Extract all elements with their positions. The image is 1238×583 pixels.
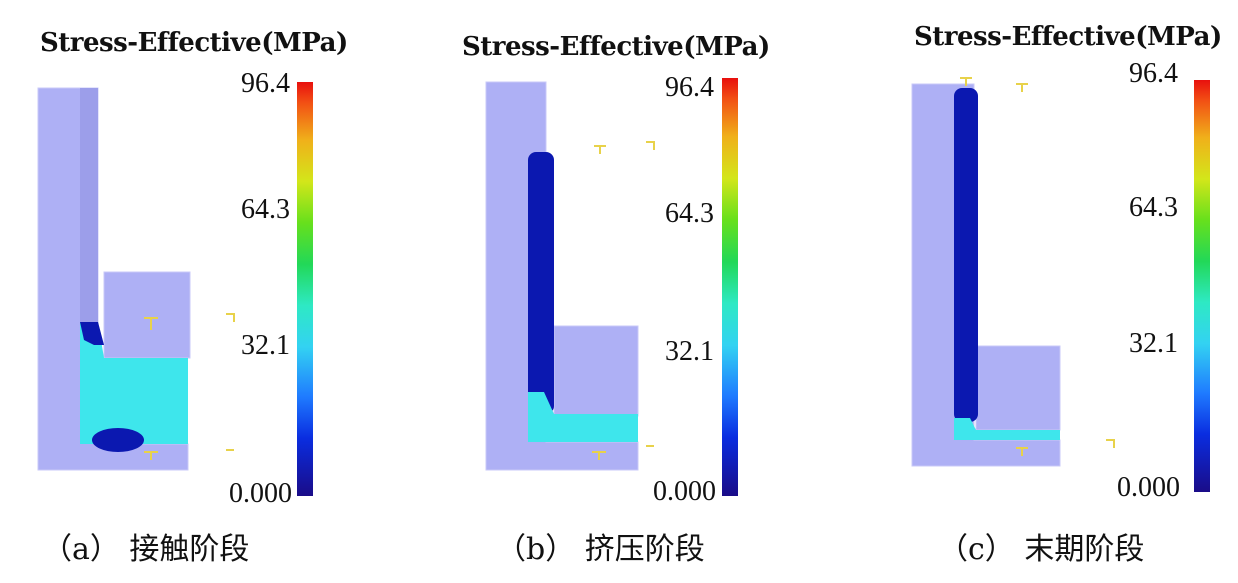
panel-b-stress-region bbox=[528, 392, 638, 442]
panel-b-max-label: 96.4 bbox=[665, 72, 714, 103]
panel-a-title: Stress-Effective(MPa) bbox=[40, 28, 348, 58]
panel-a-low-stress-corner bbox=[80, 322, 104, 345]
panel-a-mark-3 bbox=[226, 313, 235, 322]
panel-a-stress-region bbox=[80, 322, 188, 444]
panel-c-colorbar bbox=[1194, 80, 1210, 492]
panel-a-mark-2 bbox=[144, 451, 158, 460]
panel-b-title: Stress-Effective(MPa) bbox=[462, 32, 770, 62]
panel-b: Stress-Effective(MPa) 96.4 64.3 32.1 0.0… bbox=[420, 0, 832, 583]
panel-c-caption: （c） 末期阶段 bbox=[938, 532, 1145, 567]
panel-a-colorbar bbox=[297, 82, 313, 496]
panel-c-title: Stress-Effective(MPa) bbox=[914, 22, 1222, 52]
panel-c: Stress-Effective(MPa) 96.4 64.3 32.1 0.0… bbox=[826, 0, 1238, 583]
panel-b-colorbar bbox=[722, 78, 738, 496]
panel-b-upper-block bbox=[553, 325, 639, 417]
panel-a-caption: （a） 接触阶段 bbox=[42, 532, 250, 567]
panel-b-mid1-label: 32.1 bbox=[665, 336, 714, 367]
panel-b-min-label: 0.000 bbox=[653, 476, 716, 507]
panel-b-mid2-label: 64.3 bbox=[665, 198, 714, 229]
panel-c-mark-3 bbox=[1016, 447, 1028, 456]
panel-a-max-label: 96.4 bbox=[241, 68, 290, 99]
panel-a-upper-block bbox=[103, 271, 191, 359]
panel-b-mark-3 bbox=[592, 451, 606, 460]
panel-c-model bbox=[911, 77, 1115, 467]
panel-b-mark-2 bbox=[646, 141, 655, 150]
panel-c-mark-1 bbox=[960, 77, 972, 86]
panel-b-caption: （b） 挤压阶段 bbox=[496, 532, 705, 567]
panel-c-mid2-label: 64.3 bbox=[1129, 192, 1178, 223]
panel-c-upper-block bbox=[975, 345, 1061, 431]
panel-c-low-stress-column bbox=[954, 88, 978, 422]
panel-c-mark-4 bbox=[1106, 439, 1115, 448]
panel-a-min-label: 0.000 bbox=[229, 478, 292, 509]
panel-c-mid1-label: 32.1 bbox=[1129, 328, 1178, 359]
panel-a: Stress-Effective(MPa) 96.4 64.3 32.1 0.0… bbox=[0, 0, 412, 583]
panel-a-low-stress-bottom bbox=[92, 428, 144, 452]
panel-a-mid1-label: 32.1 bbox=[241, 330, 290, 361]
panel-c-mark-2 bbox=[1016, 83, 1028, 92]
panel-a-mark-1 bbox=[144, 317, 158, 330]
panel-a-mid2-label: 64.3 bbox=[241, 194, 290, 225]
panel-c-min-label: 0.000 bbox=[1117, 472, 1180, 503]
panel-b-low-stress-column bbox=[528, 152, 554, 414]
panel-c-stress-region bbox=[954, 418, 1060, 440]
panel-a-model bbox=[37, 87, 235, 471]
panel-b-mark-1 bbox=[594, 145, 606, 154]
panel-b-model bbox=[485, 81, 655, 471]
panel-c-max-label: 96.4 bbox=[1129, 58, 1178, 89]
